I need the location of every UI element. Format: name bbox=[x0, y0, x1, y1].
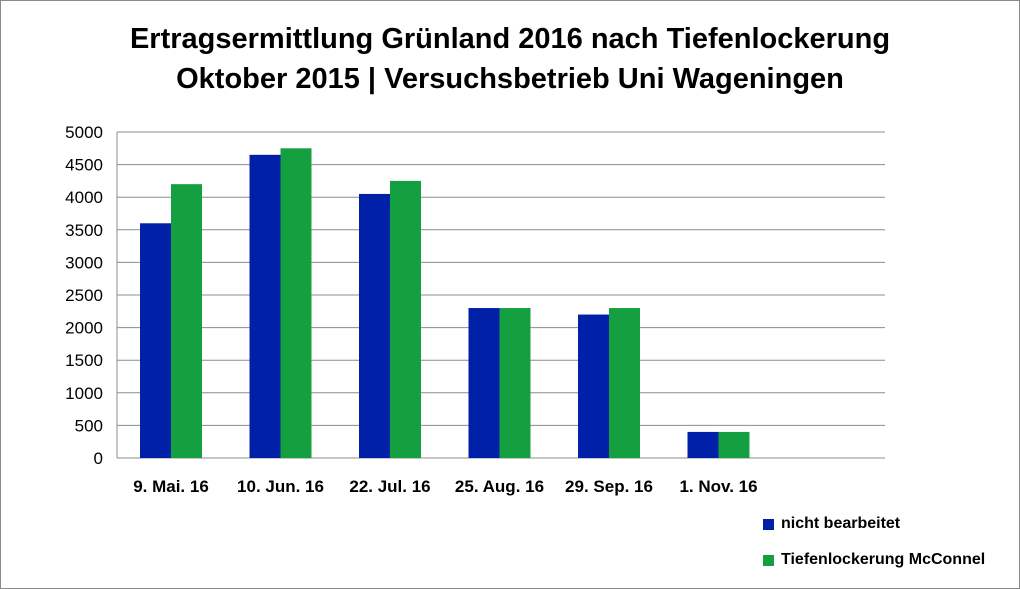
gridlines bbox=[116, 131, 885, 459]
x-tick-label: 22. Jul. 16 bbox=[349, 477, 430, 496]
y-tick-label: 0 bbox=[94, 449, 103, 468]
x-tick-label: 1. Nov. 16 bbox=[679, 477, 757, 496]
x-axis-tick-labels: 9. Mai. 16 10. Jun. 16 22. Jul. 16 25. Aug.… bbox=[133, 477, 757, 496]
legend-item-series-2: Tiefenlockerung McConnel bbox=[763, 551, 985, 569]
bar-2-3 bbox=[390, 180, 421, 458]
chart-title: Ertragsermittlung Grünland 2016 nach Tie… bbox=[1, 19, 1019, 99]
x-tick-label: 29. Sep. 16 bbox=[565, 477, 653, 496]
y-tick-label: 500 bbox=[75, 416, 103, 435]
y-tick-label: 3500 bbox=[65, 221, 103, 240]
bar-1-4 bbox=[468, 308, 500, 458]
bar-2-5 bbox=[609, 308, 640, 458]
y-tick-label: 3000 bbox=[65, 253, 103, 272]
bar-1-1 bbox=[140, 223, 171, 458]
y-tick-label: 1000 bbox=[65, 384, 103, 403]
bar-2-4 bbox=[499, 308, 531, 458]
legend-swatch-series-2 bbox=[763, 554, 774, 566]
chart-title-line-2: Oktober 2015 | Versuchsbetrieb Uni Wagen… bbox=[176, 63, 844, 95]
bar-group bbox=[140, 148, 750, 459]
y-tick-label: 4500 bbox=[65, 156, 103, 175]
bar-2-6 bbox=[718, 431, 750, 458]
x-tick-label: 9. Mai. 16 bbox=[133, 477, 209, 496]
y-tick-label: 5000 bbox=[65, 123, 103, 142]
legend-label-series-2: Tiefenlockerung McConnel bbox=[781, 551, 986, 568]
y-axis-tick-labels: 0 500 1000 1500 2000 2500 3000 3500 4000 4500 5000 bbox=[65, 123, 103, 468]
bar-2-2 bbox=[280, 148, 312, 459]
legend: nicht bearbeitet Tiefenlockerung McConne… bbox=[763, 515, 985, 587]
bar-1-6 bbox=[687, 431, 719, 458]
legend-swatch-series-1 bbox=[763, 518, 774, 530]
bar-1-2 bbox=[249, 154, 281, 458]
y-tick-label: 2000 bbox=[65, 319, 103, 338]
legend-item-series-1: nicht bearbeitet bbox=[763, 515, 985, 533]
bar-2-1 bbox=[171, 184, 202, 458]
bar-1-3 bbox=[359, 193, 390, 458]
legend-label-series-1: nicht bearbeitet bbox=[781, 515, 901, 532]
y-tick-label: 2500 bbox=[65, 286, 103, 305]
x-tick-label: 25. Aug. 16 bbox=[455, 477, 544, 496]
y-tick-label: 4000 bbox=[65, 188, 103, 207]
chart-title-line-1: Ertragsermittlung Grünland 2016 nach Tie… bbox=[129, 23, 891, 55]
bar-1-5 bbox=[578, 314, 609, 458]
y-tick-label: 1500 bbox=[65, 351, 103, 370]
x-tick-label: 10. Jun. 16 bbox=[237, 477, 324, 496]
